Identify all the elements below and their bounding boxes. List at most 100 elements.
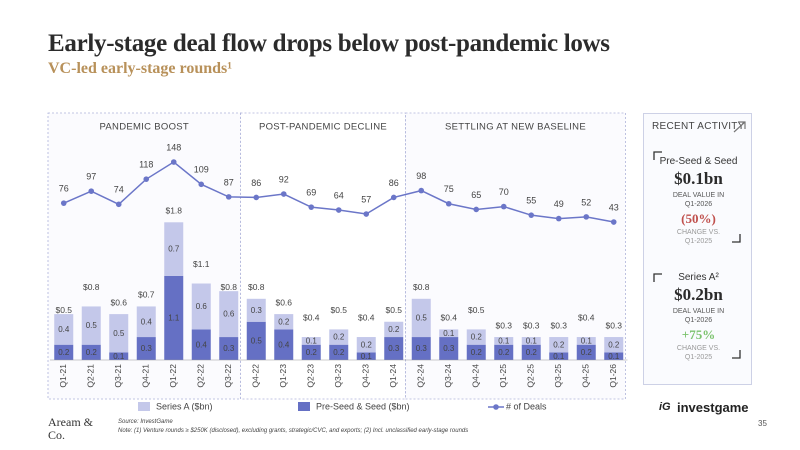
total-label: $0.4 (440, 313, 457, 323)
x-tick-label: Q1-21 (58, 364, 68, 388)
total-label: $0.3 (605, 320, 622, 330)
legend-label: Pre-Seed & Seed ($bn) (316, 401, 410, 411)
deals-label: 74 (114, 185, 124, 195)
bar-segment (576, 337, 596, 345)
x-tick-label: Q4-24 (471, 364, 481, 388)
deals-label: 43 (609, 202, 619, 212)
page-number: 35 (758, 419, 767, 428)
deals-marker (88, 188, 95, 194)
deals-label: 69 (306, 188, 316, 198)
total-label: $0.3 (495, 320, 512, 330)
bar-value-label: 0.7 (168, 245, 180, 254)
bar-value-label: 0.1 (361, 352, 373, 361)
bar-value-label: 0.5 (251, 336, 263, 345)
bar-segment (494, 344, 514, 360)
bar-value-label: 0.2 (58, 348, 70, 357)
bar-segment (411, 337, 431, 360)
legend-swatch (138, 402, 150, 411)
bar-segment (301, 344, 321, 360)
bar-value-label: 0.2 (361, 340, 373, 349)
total-label: $0.4 (303, 313, 320, 323)
deals-label: 57 (361, 194, 371, 204)
deals-marker (583, 214, 590, 220)
bar-value-label: 0.1 (113, 352, 125, 361)
brand-mark: iG (659, 401, 671, 413)
bar-segment (109, 352, 129, 360)
bar-value-label: 0.2 (498, 348, 510, 357)
bar-value-label: 0.1 (553, 352, 565, 361)
deals-label: 97 (86, 172, 96, 182)
deals-label: 92 (279, 174, 289, 184)
bar-value-label: 0.1 (443, 329, 455, 338)
deals-marker (555, 215, 562, 222)
brand: investgame (677, 400, 749, 415)
bar-segment (466, 344, 486, 360)
total-label: $0.8 (413, 282, 430, 292)
bar-value-label: 0.3 (251, 306, 263, 315)
bar-value-label: 0.5 (113, 329, 125, 338)
bar-segment (164, 222, 184, 276)
bar-value-label: 0.1 (526, 336, 538, 345)
bar-value-label: 0.4 (196, 340, 208, 349)
card-name: Pre-Seed & Seed (659, 156, 738, 167)
card-change-caption: CHANGE VS. Q1-2025 (676, 229, 721, 245)
deals-marker (253, 194, 260, 201)
card-change: (50%) (681, 211, 716, 226)
x-tick-label: Q1-23 (278, 364, 288, 388)
total-label: $0.6 (275, 297, 292, 307)
sidebar: RECENT ACTIVITY Pre-Seed & Seed $0.1bn D… (643, 113, 752, 385)
total-label: $1.1 (193, 259, 210, 269)
deals-marker (528, 212, 535, 218)
bar-segment (329, 344, 349, 360)
bar-segment (549, 352, 569, 360)
bar-segment (274, 314, 294, 330)
title: Early-stage deal flow drops below post-p… (48, 30, 610, 57)
x-tick-label: Q4-21 (141, 364, 151, 388)
bar-value-label: 1.1 (168, 314, 180, 323)
x-tick-label: Q4-22 (251, 364, 261, 388)
bar-value-label: 0.2 (608, 340, 620, 349)
bar-value-label: 0.2 (86, 348, 98, 357)
bar-segment (54, 314, 74, 345)
bar-value-label: 0.1 (608, 352, 620, 361)
bar-segment (81, 306, 101, 345)
deals-marker (280, 191, 287, 197)
deals-marker (473, 206, 480, 213)
bar-value-label: 0.4 (278, 340, 290, 349)
deals-label: 118 (139, 160, 153, 170)
bar-segment (81, 344, 101, 360)
legend-item: # of Deals (488, 401, 547, 411)
card: Pre-Seed & Seed $0.1bn DEAL VALUE IN Q1-… (652, 156, 745, 246)
bar-segment (164, 275, 184, 360)
bar-value-label: 0.3 (388, 344, 400, 353)
bar-value-label: 0.6 (223, 310, 235, 319)
bar-value-label: 0.1 (498, 336, 510, 345)
bar-segment (549, 337, 569, 353)
card-name: Series A² (678, 272, 719, 283)
bar-segment (494, 337, 514, 345)
total-label: $0.4 (578, 313, 595, 323)
deals-label: 86 (389, 178, 399, 188)
legend-marker (493, 404, 499, 410)
total-label: $0.3 (523, 320, 540, 330)
source: Source: InvestGame (118, 419, 173, 425)
deals-label: 87 (224, 177, 234, 187)
bar-value-label: 0.5 (86, 321, 98, 330)
deals-marker (363, 211, 370, 217)
deals-marker (500, 203, 507, 210)
deals-label: 55 (526, 196, 536, 206)
total-label: $0.5 (55, 305, 72, 315)
x-tick-label: Q2-24 (416, 364, 426, 388)
x-tick-label: Q4-25 (581, 364, 591, 388)
legend-label: # of Deals (506, 401, 547, 411)
bar-segment (576, 344, 596, 360)
bar-segment (329, 329, 349, 345)
arrow-icon (733, 121, 746, 133)
deals-label: 75 (444, 184, 454, 194)
total-label: $0.5 (330, 305, 347, 315)
deals-label: 64 (334, 190, 344, 200)
x-tick-label: Q4-23 (361, 364, 371, 388)
bar-value-label: 0.2 (388, 325, 400, 334)
deals-label: 98 (416, 171, 426, 181)
